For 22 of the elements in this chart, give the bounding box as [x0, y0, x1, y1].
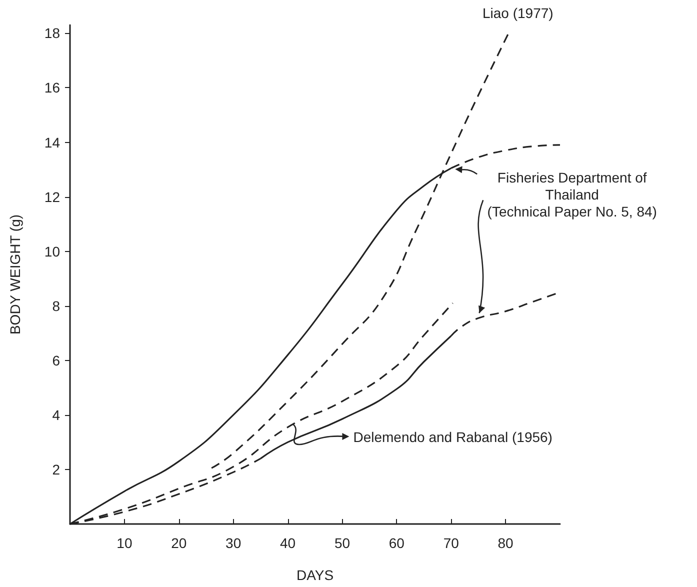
y-tick-label: 8	[52, 298, 60, 314]
x-axis-title: DAYS	[296, 567, 334, 583]
y-tick-label: 6	[52, 352, 60, 368]
y-axis-title: BODY WEIGHT (g)	[7, 214, 23, 335]
y-tick-label: 16	[44, 80, 60, 96]
x-tick-label: 30	[226, 535, 242, 551]
y-tick-label: 14	[44, 134, 60, 150]
y-tick-label: 12	[44, 188, 60, 205]
y-tick-label: 2	[52, 461, 60, 478]
y-tick-label: 4	[52, 406, 60, 423]
x-tick-label: 50	[334, 535, 350, 551]
x-tick-label: 70	[443, 535, 460, 551]
y-tick-label: 10	[44, 243, 60, 260]
x-tick-label: 40	[280, 535, 296, 551]
x-tick-label: 80	[498, 535, 514, 551]
annotation: Liao (1977)	[482, 4, 554, 21]
annotation: Fisheries Department of Thailand (Technical Paper No. 5, 84)	[487, 170, 657, 220]
y-tick-label: 18	[44, 25, 60, 42]
x-tick-label: 10	[116, 535, 132, 551]
x-tick-label: 20	[171, 535, 187, 551]
annotation: Delemendo and Rabanal (1956)	[353, 428, 552, 445]
x-tick-label: 60	[388, 535, 405, 551]
